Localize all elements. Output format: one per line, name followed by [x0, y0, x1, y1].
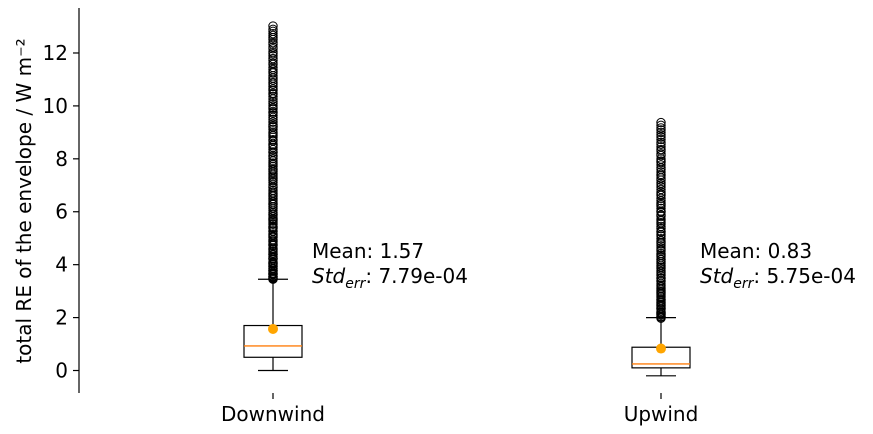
outlier-point — [656, 156, 666, 166]
mean-annotation: Mean: 0.83 — [700, 239, 812, 263]
y-tick-label: 6 — [55, 200, 68, 224]
y-tick-label: 2 — [55, 306, 68, 330]
outlier-point — [656, 184, 666, 195]
outlier-point — [656, 167, 666, 177]
box-downwind — [243, 21, 303, 372]
outlier-point — [268, 77, 278, 88]
box-upwind — [631, 117, 691, 377]
outlier-point — [656, 203, 666, 214]
outlier-point — [268, 37, 278, 48]
outlier-point — [268, 42, 278, 52]
outlier-point — [656, 137, 666, 148]
stderr-subscript: err — [733, 276, 754, 292]
outlier-point — [656, 210, 666, 220]
outlier-point — [656, 117, 666, 128]
outlier-point — [656, 169, 666, 180]
outlier-point — [656, 221, 666, 232]
outlier-point — [268, 229, 278, 239]
outlier-point — [268, 127, 278, 137]
x-tick-label: Downwind — [221, 402, 325, 426]
outlier-point — [656, 248, 666, 259]
stderr-value: : 7.79e-04 — [365, 264, 468, 288]
outlier-point — [656, 149, 666, 159]
outlier-point — [268, 119, 278, 130]
outlier-point — [656, 127, 666, 138]
outlier-point — [656, 130, 666, 140]
outlier-point — [656, 234, 666, 244]
outlier-point — [268, 21, 278, 31]
outlier-point — [268, 62, 278, 73]
y-axis-label: total RE of the envelope / W m⁻² — [12, 38, 36, 363]
y-tick-label: 10 — [43, 94, 68, 118]
stderr-annotation: Stderr: 7.79e-04 — [312, 264, 468, 292]
outlier-point — [268, 110, 278, 121]
outlier-point — [268, 58, 278, 68]
stderr-symbol: Std — [312, 264, 346, 288]
outlier-point — [268, 24, 278, 35]
outlier-point — [268, 147, 278, 157]
outlier-point — [656, 132, 666, 142]
outlier-point — [656, 144, 666, 155]
outlier-point — [656, 123, 666, 133]
mean-marker — [656, 343, 666, 354]
outlier-point — [656, 273, 666, 283]
outlier-point — [268, 91, 278, 102]
outlier-point — [268, 117, 278, 127]
outlier-point — [268, 101, 278, 111]
outlier-point — [268, 158, 278, 168]
y-tick-label: 0 — [55, 359, 68, 383]
outlier-point — [268, 134, 278, 145]
stderr-symbol: Std — [700, 264, 734, 288]
outlier-point — [268, 257, 278, 267]
outlier-point — [268, 88, 278, 98]
outlier-point — [268, 226, 278, 236]
mean-annotation: Mean: 1.57 — [312, 239, 424, 263]
stderr-subscript: err — [345, 276, 366, 292]
plot-area — [243, 21, 691, 377]
outlier-point — [268, 53, 278, 64]
outlier-point — [656, 142, 666, 152]
outlier-point — [656, 160, 666, 170]
outlier-point — [268, 185, 278, 195]
outlier-point — [656, 189, 666, 199]
outlier-point — [268, 28, 278, 39]
stderr-annotation: Stderr: 5.75e-04 — [700, 264, 856, 292]
y-tick-label: 12 — [43, 41, 68, 65]
outlier-point — [268, 47, 278, 57]
outlier-point — [656, 134, 666, 145]
stderr-value: : 5.75e-04 — [753, 264, 856, 288]
outlier-point — [656, 120, 666, 131]
outlier-point — [268, 124, 278, 135]
outlier-point — [268, 84, 278, 94]
x-tick-label: Upwind — [624, 402, 699, 426]
y-tick-label: 4 — [55, 253, 68, 277]
outlier-point — [656, 223, 666, 234]
mean-marker — [268, 323, 278, 334]
axes: 0 2 4 6 8 10 12 Downwind Upwind total RE of the e… — [12, 8, 698, 426]
y-tick-label: 8 — [55, 147, 68, 171]
